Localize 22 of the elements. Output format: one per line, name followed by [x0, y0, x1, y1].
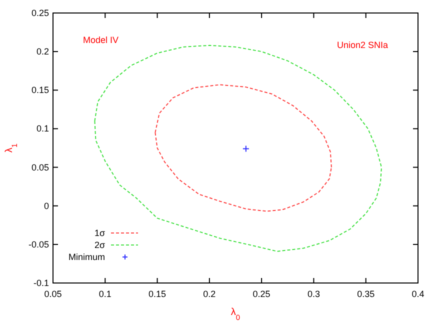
x-tick-label: 0.35	[357, 289, 375, 299]
y-tick-label: 0.25	[31, 8, 49, 18]
x-tick-label: 0.2	[203, 289, 216, 299]
legend-label: 2σ	[94, 240, 106, 250]
x-tick-label: 0.3	[307, 289, 320, 299]
x-tick-label: 0.25	[252, 289, 270, 299]
x-tick-label: 0.15	[148, 289, 166, 299]
x-tick-label: 0.05	[44, 289, 62, 299]
y-tick-label: -0.1	[33, 278, 49, 288]
annotation: Union2 SNIa	[336, 40, 388, 50]
y-tick-label: 0.15	[31, 85, 49, 96]
x-tick-label: 0.4	[412, 289, 424, 299]
y-tick-label: -0.05	[28, 239, 49, 250]
y-tick-label: 0.05	[31, 162, 49, 172]
y-tick-label: 0.2	[36, 46, 49, 57]
legend-label: Minimum	[68, 252, 105, 262]
legend-label: 1σ	[94, 228, 106, 238]
annotation: Model IV	[83, 35, 119, 45]
y-tick-label: 0	[44, 200, 49, 211]
y-tick-label: 0.1	[36, 124, 49, 134]
x-tick-label: 0.1	[98, 289, 112, 299]
x-axis-title: λ$_{0}$	[230, 307, 240, 322]
